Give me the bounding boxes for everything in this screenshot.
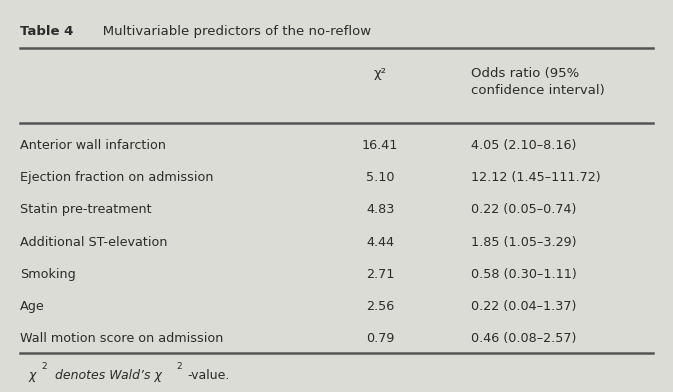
- Text: 4.44: 4.44: [366, 236, 394, 249]
- Text: 1.85 (1.05–3.29): 1.85 (1.05–3.29): [471, 236, 577, 249]
- Text: Multivariable predictors of the no-reflow: Multivariable predictors of the no-reflo…: [90, 25, 371, 38]
- Text: 16.41: 16.41: [362, 139, 398, 152]
- Text: χ²: χ²: [374, 67, 387, 80]
- Text: 2.71: 2.71: [366, 268, 394, 281]
- Text: 12.12 (1.45–111.72): 12.12 (1.45–111.72): [471, 171, 601, 184]
- Text: Smoking: Smoking: [20, 268, 76, 281]
- Text: Odds ratio (95%
confidence interval): Odds ratio (95% confidence interval): [471, 67, 605, 97]
- Text: Wall motion score on admission: Wall motion score on admission: [20, 332, 223, 345]
- Text: Age: Age: [20, 300, 45, 313]
- Text: -value.: -value.: [187, 369, 229, 382]
- Text: 0.58 (0.30–1.11): 0.58 (0.30–1.11): [471, 268, 577, 281]
- Text: 5.10: 5.10: [366, 171, 394, 184]
- Text: Table 4: Table 4: [20, 25, 73, 38]
- Text: 0.22 (0.05–0.74): 0.22 (0.05–0.74): [471, 203, 577, 216]
- Text: 4.05 (2.10–8.16): 4.05 (2.10–8.16): [471, 139, 577, 152]
- Text: 2.56: 2.56: [366, 300, 394, 313]
- Text: Additional ST-elevation: Additional ST-elevation: [20, 236, 168, 249]
- Text: 0.79: 0.79: [366, 332, 394, 345]
- Text: 2: 2: [176, 362, 182, 371]
- Text: 2: 2: [41, 362, 46, 371]
- Text: denotes Wald’s χ: denotes Wald’s χ: [51, 369, 162, 382]
- Text: 0.22 (0.04–1.37): 0.22 (0.04–1.37): [471, 300, 577, 313]
- Text: Statin pre-treatment: Statin pre-treatment: [20, 203, 152, 216]
- Text: 0.46 (0.08–2.57): 0.46 (0.08–2.57): [471, 332, 577, 345]
- Text: Anterior wall infarction: Anterior wall infarction: [20, 139, 166, 152]
- Text: 4.83: 4.83: [366, 203, 394, 216]
- Text: Ejection fraction on admission: Ejection fraction on admission: [20, 171, 214, 184]
- Text: χ: χ: [28, 369, 36, 382]
